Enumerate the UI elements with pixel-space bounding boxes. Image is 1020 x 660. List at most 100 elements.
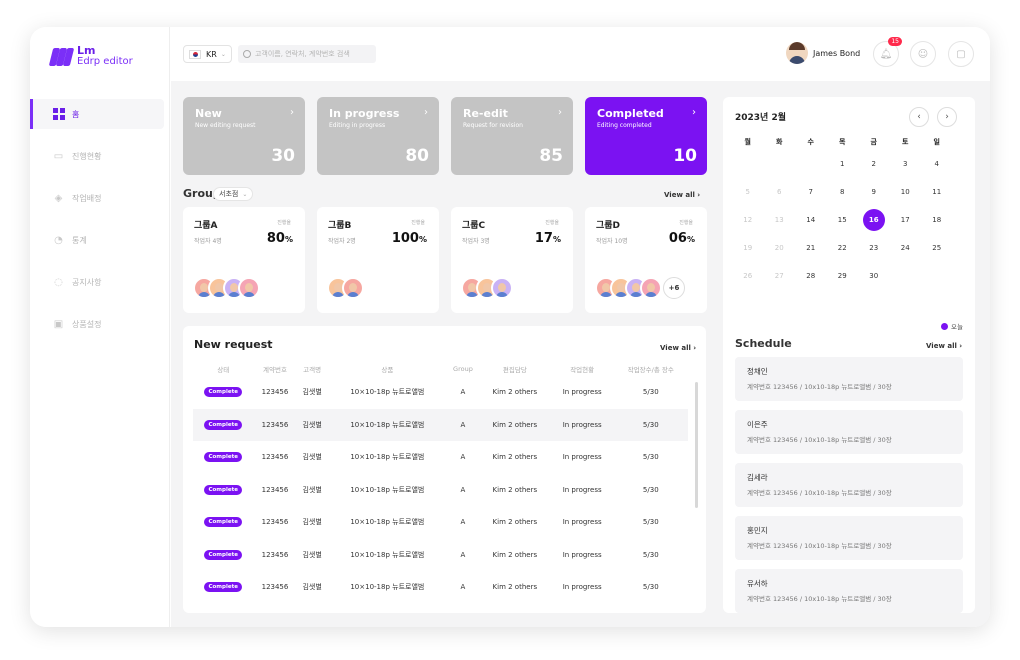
schedule-desc: 계약번호 123456 / 10x10-18p 뉴트로앨범 / 30장 (747, 436, 892, 444)
calendar-day[interactable]: 21 (806, 244, 816, 252)
calendar-day[interactable]: 13 (774, 216, 784, 224)
calendar-day[interactable]: 7 (808, 188, 813, 196)
weekday-label: 수 (807, 138, 814, 146)
group-card-c[interactable]: 그룹C 작업자 3명 진행율 17% (451, 207, 573, 313)
calendar-legend: 오늘 (941, 321, 963, 331)
search-input[interactable] (254, 50, 376, 58)
calendar-empty-cell (795, 150, 827, 178)
schedule-item[interactable]: 홍민지 계약번호 123456 / 10x10-18p 뉴트로앨범 / 30장 (735, 516, 963, 560)
cell-contract: 123456 (261, 550, 289, 559)
view-all-label: View all (660, 344, 691, 352)
branch-filter[interactable]: 서초점 ⌄ (213, 187, 254, 201)
calendar-month-title: 2023년 2월 (735, 113, 787, 123)
table-row[interactable]: Complete 123456 김샛별 10×10-18p 뉴트로앨범 A Ki… (193, 539, 688, 572)
chat-button[interactable]: ▢ (948, 41, 974, 67)
schedule-item[interactable]: 이은주 계약번호 123456 / 10x10-18p 뉴트로앨범 / 30장 (735, 410, 963, 454)
calendar-day[interactable]: 22 (837, 244, 847, 252)
request-view-all-link[interactable]: View all › (660, 344, 697, 352)
calendar-day[interactable]: 23 (869, 244, 879, 252)
status-badge: Complete (204, 484, 242, 495)
calendar-next-button[interactable]: › (937, 107, 957, 127)
group-view-all-link[interactable]: View all › (664, 191, 701, 199)
calendar-day[interactable]: 1 (840, 160, 845, 168)
calendar-day[interactable]: 18 (932, 216, 942, 224)
group-card-b[interactable]: 그룹B 작업자 2명 진행율 100% (317, 207, 439, 313)
stat-card-completed[interactable]: Completed Editing completed › 10 (585, 97, 707, 175)
notification-button[interactable]: 🔔︎ 15 (873, 37, 902, 67)
stat-card-in-progress[interactable]: In progress Editing in progress › 80 (317, 97, 439, 175)
cell-customer: 김샛별 (302, 453, 322, 462)
calendar-day[interactable]: 16 (858, 206, 890, 234)
schedule-item[interactable]: 김세라 계약번호 123456 / 10x10-18p 뉴트로앨범 / 30장 (735, 463, 963, 507)
calendar-day[interactable]: 3 (903, 160, 908, 168)
calendar-day[interactable]: 12 (743, 216, 753, 224)
cell-sheet-count: 5/30 (642, 485, 659, 494)
table-row[interactable]: Complete 123456 김샛별 10×10-18p 뉴트로앨범 A Ki… (193, 506, 688, 539)
calendar-day[interactable]: 11 (932, 188, 942, 196)
schedule-view-all-link[interactable]: View all › (926, 342, 963, 350)
stat-card-new[interactable]: New New editing request › 30 (183, 97, 305, 175)
calendar-day[interactable]: 15 (837, 216, 847, 224)
table-row[interactable]: Complete 123456 김샛별 10×10-18p 뉴트로앨범 A Ki… (193, 376, 688, 409)
calendar-day[interactable]: 10 (900, 188, 910, 196)
calendar-day[interactable]: 8 (840, 188, 845, 196)
cell-work-status: In progress (562, 388, 602, 397)
message-button[interactable]: ☺ (910, 41, 936, 67)
group-card-a[interactable]: 그룹A 작업자 4명 진행율 80% (183, 207, 305, 313)
user-profile[interactable]: James Bond (786, 42, 860, 64)
table-scrollbar[interactable] (695, 382, 698, 508)
language-select[interactable]: KR ⌄ (183, 45, 232, 63)
group-card-d[interactable]: 그룹D 작업자 10명 진행율 06% +6 (585, 207, 707, 313)
table-row[interactable]: Complete 123456 김샛별 10×10-18p 뉴트로앨범 A Ki… (193, 408, 688, 441)
calendar-day[interactable]: 14 (806, 216, 816, 224)
branch-filter-label: 서초점 (219, 190, 239, 198)
stat-title: Re-edit (463, 107, 508, 120)
cell-contract: 123456 (261, 485, 289, 494)
sidebar-item-notice[interactable]: ◌ 공지사항 (30, 267, 170, 297)
calendar-day[interactable]: 20 (774, 244, 784, 252)
schedule-item[interactable]: 유서하 계약번호 123456 / 10x10-18p 뉴트로앨범 / 30장 (735, 569, 963, 613)
sidebar-item-stats[interactable]: ◔ 통계 (30, 225, 170, 255)
user-name: James Bond (813, 48, 861, 58)
logo[interactable]: Lm Edrp editor (48, 45, 133, 67)
cell-editor: Kim 2 others (478, 408, 551, 441)
group-avatars (327, 277, 364, 299)
calendar-day[interactable]: 4 (934, 160, 939, 168)
table-row[interactable]: Complete 123456 김샛별 10×10-18p 뉴트로앨범 A Ki… (193, 474, 688, 507)
calendar-day[interactable]: 29 (837, 272, 847, 280)
more-members-badge[interactable]: +6 (663, 277, 685, 299)
schedule-item[interactable]: 정채인 계약번호 123456 / 10x10-18p 뉴트로앨범 / 30장 (735, 357, 963, 401)
calendar-day[interactable]: 2 (871, 160, 876, 168)
cell-product: 10×10-18p 뉴트로앨범 (350, 583, 425, 592)
sidebar-item-assign[interactable]: ◈ 작업배정 (30, 183, 170, 213)
table-row[interactable]: Complete 123456 김샛별 10×10-18p 뉴트로앨범 A Ki… (193, 571, 688, 604)
avatar (491, 277, 513, 299)
cell-work-status: In progress (562, 583, 602, 592)
schedule-desc: 계약번호 123456 / 10x10-18p 뉴트로앨범 / 30장 (747, 489, 892, 497)
calendar-prev-button[interactable]: ‹ (909, 107, 929, 127)
cell-work-status: In progress (562, 485, 602, 494)
table-row[interactable]: Complete 123456 김샛별 10×10-18p 뉴트로앨범 A Ki… (193, 441, 688, 474)
calendar-day[interactable]: 5 (745, 188, 750, 196)
calendar-day[interactable]: 24 (900, 244, 910, 252)
calendar-day[interactable]: 26 (743, 272, 753, 280)
sidebar-item-home[interactable]: 홈 (30, 99, 164, 129)
cell-group: A (460, 550, 466, 559)
calendar-day[interactable]: 28 (806, 272, 816, 280)
calendar-day[interactable]: 27 (774, 272, 784, 280)
status-badge: Complete (204, 549, 242, 560)
calendar-day[interactable]: 17 (900, 216, 910, 224)
request-table: 상태 계약번호 고객명 상품 Group 편집담당 작업현황 작업장수/총 장수… (193, 362, 688, 604)
stat-subtitle: Editing completed (597, 122, 652, 129)
main-content: New New editing request › 30 In progress… (171, 81, 990, 627)
chevron-right-icon: › (558, 107, 562, 118)
calendar-day[interactable]: 30 (869, 272, 879, 280)
calendar-day[interactable]: 19 (743, 244, 753, 252)
calendar-day[interactable]: 9 (871, 188, 876, 196)
sidebar-item-progress[interactable]: ▭ 진행현황 (30, 141, 170, 171)
calendar-day[interactable]: 25 (932, 244, 942, 252)
sidebar-item-product-settings[interactable]: ▣ 상품설정 (30, 309, 170, 339)
stat-card-re-edit[interactable]: Re-edit Request for revision › 85 (451, 97, 573, 175)
calendar-day[interactable]: 6 (777, 188, 782, 196)
cell-sheet-count: 5/30 (642, 583, 659, 592)
